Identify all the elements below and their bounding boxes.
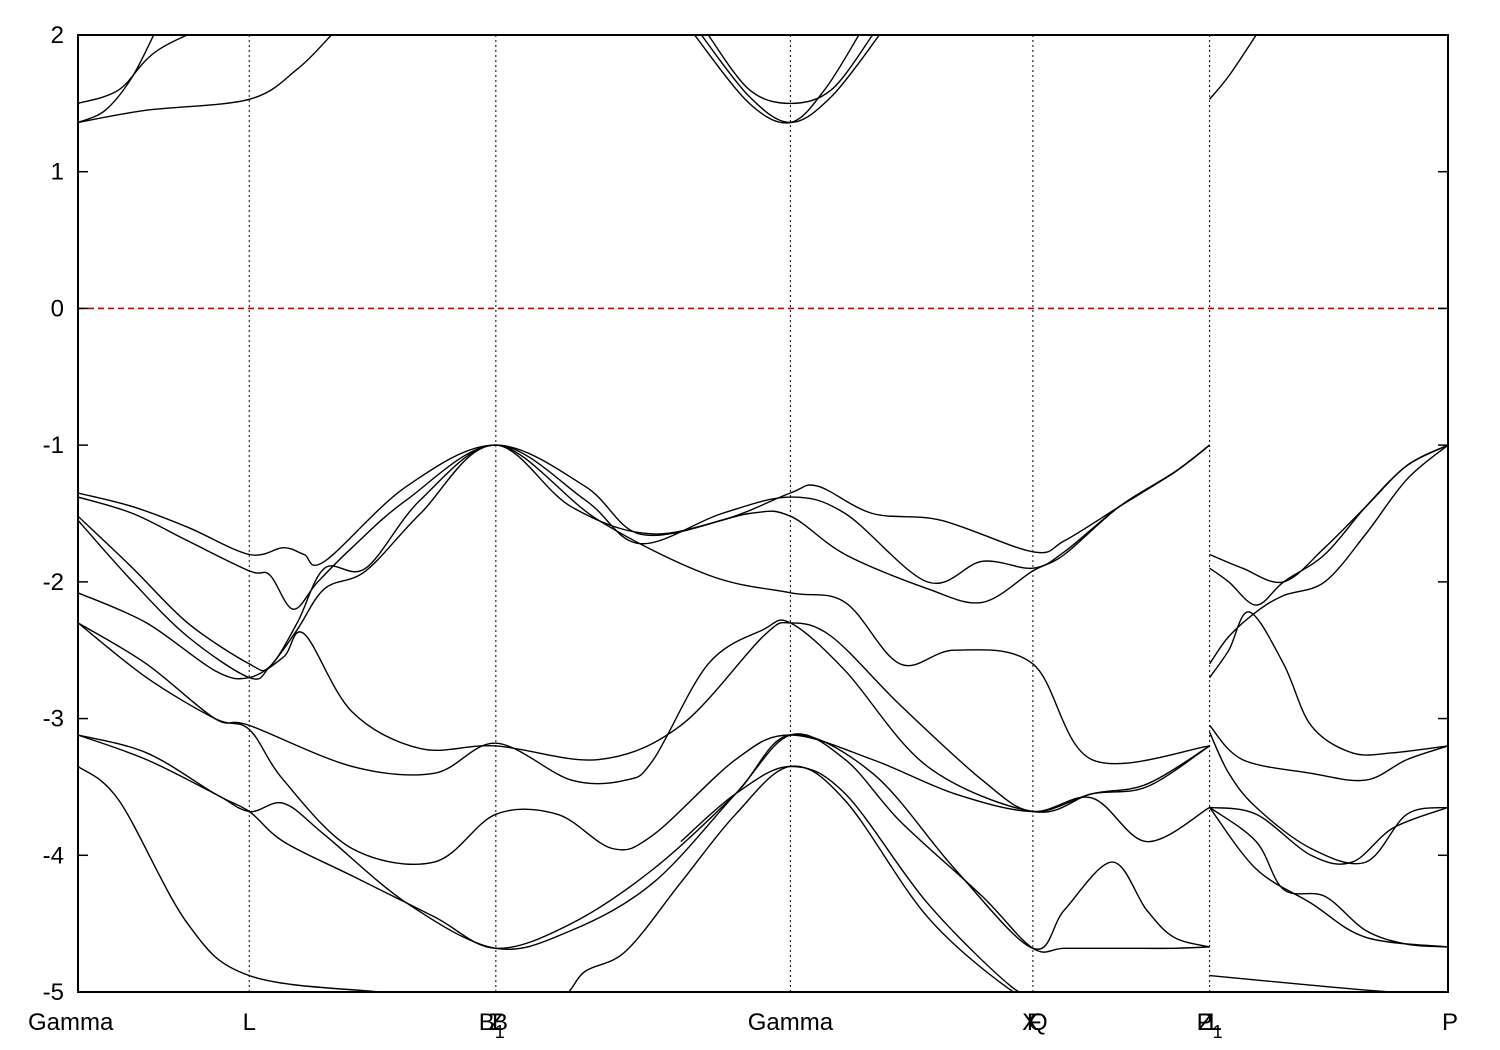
band-series-23 [1208, 731, 1448, 865]
band-series-9 [78, 444, 1211, 672]
plot-frame [77, 34, 1449, 993]
band-series-11 [78, 592, 1210, 813]
band-lines [78, 35, 1448, 992]
x-tick-label: L [243, 1009, 256, 1036]
band-series-16 [78, 765, 1033, 992]
band-series-13 [78, 622, 1210, 865]
band-series-19 [1209, 444, 1448, 606]
x-tick-label: P [1442, 1009, 1458, 1036]
band-series-17 [680, 765, 1034, 992]
x-tick-label: Q [1029, 1009, 1048, 1036]
band-series-0 [78, 35, 190, 105]
band-series-25 [1209, 806, 1448, 948]
y-tick-label: -1 [43, 432, 64, 459]
y-tick-label: 1 [51, 159, 64, 186]
band-series-18 [1209, 444, 1448, 584]
band-series-15 [78, 733, 1210, 950]
x-tick-label: Gamma [748, 1009, 834, 1036]
high-symmetry-lines [248, 35, 1211, 992]
y-tick-label: -5 [43, 979, 64, 1006]
y-tick-label: -2 [43, 569, 64, 596]
band-series-26 [1209, 806, 1448, 948]
band-series-3 [707, 35, 874, 105]
y-tick-label: -4 [43, 842, 64, 869]
band-series-14 [78, 733, 1210, 953]
x-tick-label: Z [1198, 1009, 1213, 1036]
y-tick-label: 0 [51, 295, 64, 322]
y-axis-ticks: 2 1 0 -1 -2 -3 -4 -5 [43, 22, 1448, 1006]
band-series-2 [78, 35, 332, 124]
band-series-24 [1209, 806, 1448, 865]
band-series-8 [78, 444, 1211, 610]
band-series-12 [78, 619, 1210, 813]
band-series-6 [1209, 35, 1257, 100]
x-tick-label: Gamma [28, 1009, 114, 1036]
band-series-21 [1209, 611, 1448, 756]
band-series-7 [78, 444, 1211, 567]
x-tick-label: L [1208, 1009, 1221, 1036]
band-series-22 [1209, 724, 1448, 782]
band-series-10 [78, 444, 1210, 765]
y-tick-label: -3 [43, 706, 64, 733]
x-tick-label: X [1022, 1009, 1038, 1036]
band-series-1 [78, 35, 155, 124]
x-tick-label: B [492, 1009, 508, 1036]
x-tick-label: F [1027, 1009, 1042, 1036]
band-series-27 [1209, 974, 1448, 992]
x-tick-label: Z [489, 1009, 504, 1036]
y-tick-label: 2 [51, 22, 64, 49]
band-series-20 [1209, 444, 1448, 665]
band-series-5 [693, 35, 860, 124]
